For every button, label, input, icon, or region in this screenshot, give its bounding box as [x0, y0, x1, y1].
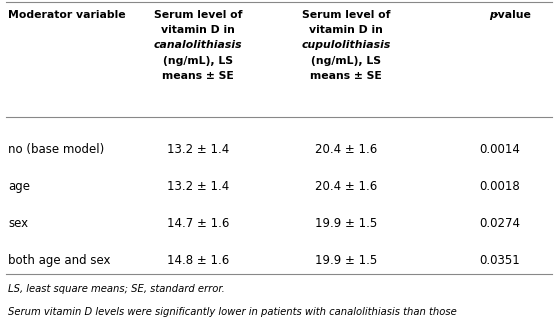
Text: -value: -value [494, 10, 532, 20]
Text: cupulolithiasis: cupulolithiasis [301, 40, 391, 50]
Text: 19.9 ± 1.5: 19.9 ± 1.5 [315, 254, 377, 266]
Text: vitamin D in: vitamin D in [161, 25, 235, 35]
Text: 13.2 ± 1.4: 13.2 ± 1.4 [167, 180, 229, 193]
Text: LS, least square means; SE, standard error.: LS, least square means; SE, standard err… [8, 284, 225, 294]
Text: 19.9 ± 1.5: 19.9 ± 1.5 [315, 217, 377, 230]
Text: Serum level of: Serum level of [302, 10, 390, 20]
Text: sex: sex [8, 217, 28, 230]
Text: p: p [489, 10, 497, 20]
Text: 14.7 ± 1.6: 14.7 ± 1.6 [167, 217, 229, 230]
Text: (ng/mL), LS: (ng/mL), LS [163, 56, 233, 66]
Text: 0.0014: 0.0014 [479, 143, 520, 156]
Text: 13.2 ± 1.4: 13.2 ± 1.4 [167, 143, 229, 156]
Text: canalolithiasis: canalolithiasis [154, 40, 242, 50]
Text: age: age [8, 180, 30, 193]
Text: 20.4 ± 1.6: 20.4 ± 1.6 [315, 180, 377, 193]
Text: means ± SE: means ± SE [310, 71, 382, 81]
Text: Serum level of: Serum level of [154, 10, 242, 20]
Text: (ng/mL), LS: (ng/mL), LS [311, 56, 381, 66]
Text: 0.0274: 0.0274 [479, 217, 520, 230]
Text: Serum vitamin D levels were significantly lower in patients with canalolithiasis: Serum vitamin D levels were significantl… [8, 307, 457, 317]
Text: means ± SE: means ± SE [162, 71, 234, 81]
Text: 20.4 ± 1.6: 20.4 ± 1.6 [315, 143, 377, 156]
Text: 0.0351: 0.0351 [479, 254, 520, 266]
Text: both age and sex: both age and sex [8, 254, 111, 266]
Text: 14.8 ± 1.6: 14.8 ± 1.6 [167, 254, 229, 266]
Text: Moderator variable: Moderator variable [8, 10, 126, 20]
Text: no (base model): no (base model) [8, 143, 104, 156]
Text: 0.0018: 0.0018 [479, 180, 520, 193]
Text: vitamin D in: vitamin D in [309, 25, 383, 35]
